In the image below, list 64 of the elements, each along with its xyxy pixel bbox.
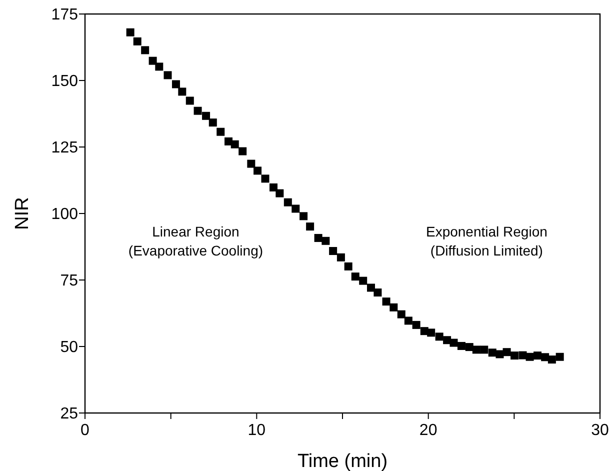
point: [284, 198, 292, 206]
x-tick-label: 30: [591, 422, 609, 439]
point: [269, 183, 278, 192]
y-axis-title: NIR: [12, 197, 33, 230]
point: [164, 71, 172, 80]
point: [172, 80, 180, 88]
x-tick-label: 10: [248, 422, 266, 439]
y-tick-label: 25: [60, 406, 78, 423]
point: [186, 96, 194, 105]
point: [382, 298, 390, 306]
y-tick-label: 150: [51, 73, 78, 90]
point: [254, 166, 262, 175]
point: [329, 247, 338, 256]
point: [230, 140, 239, 148]
point: [374, 288, 382, 296]
point: [510, 352, 519, 360]
point: [322, 236, 330, 245]
y-tick-label: 75: [60, 272, 78, 290]
y-tick-label: 100: [51, 206, 78, 224]
point: [404, 316, 412, 325]
point: [178, 88, 186, 96]
point: [148, 56, 157, 65]
point: [306, 222, 314, 231]
point: [276, 189, 284, 198]
point: [202, 112, 210, 120]
point: [435, 332, 444, 341]
point: [344, 262, 352, 270]
point: [300, 212, 308, 220]
point: [133, 37, 142, 46]
point: [141, 46, 150, 54]
y-tick-label: 175: [51, 6, 78, 24]
point: [238, 147, 247, 156]
point: [351, 272, 360, 281]
point: [359, 276, 368, 285]
x-axis-title: Time (min): [297, 451, 388, 471]
point: [465, 343, 474, 352]
point: [292, 204, 300, 213]
point: [126, 28, 134, 36]
point: [216, 128, 225, 136]
y-tick-label: 50: [60, 339, 78, 356]
point: [155, 62, 164, 71]
point: [390, 303, 398, 312]
point: [314, 234, 322, 242]
point: [247, 160, 256, 168]
point: [457, 342, 466, 350]
point: [397, 310, 406, 318]
point: [366, 284, 375, 292]
point: [548, 356, 556, 364]
point: [472, 346, 480, 354]
point: [261, 174, 270, 183]
y-tick-label: 125: [51, 140, 78, 157]
point: [480, 346, 488, 354]
annotation: Linear Region (Evaporative Cooling): [128, 224, 264, 259]
annotation: Exponential Region (Diffusion Limited): [426, 224, 548, 259]
point: [194, 106, 202, 115]
point: [412, 320, 420, 329]
x-tick-label: 0: [80, 422, 90, 439]
point: [556, 352, 564, 361]
point: [488, 348, 496, 357]
x-tick-label: 20: [419, 422, 438, 439]
point: [336, 253, 345, 262]
point: [427, 328, 436, 337]
point: [208, 118, 217, 127]
point: [502, 348, 511, 356]
